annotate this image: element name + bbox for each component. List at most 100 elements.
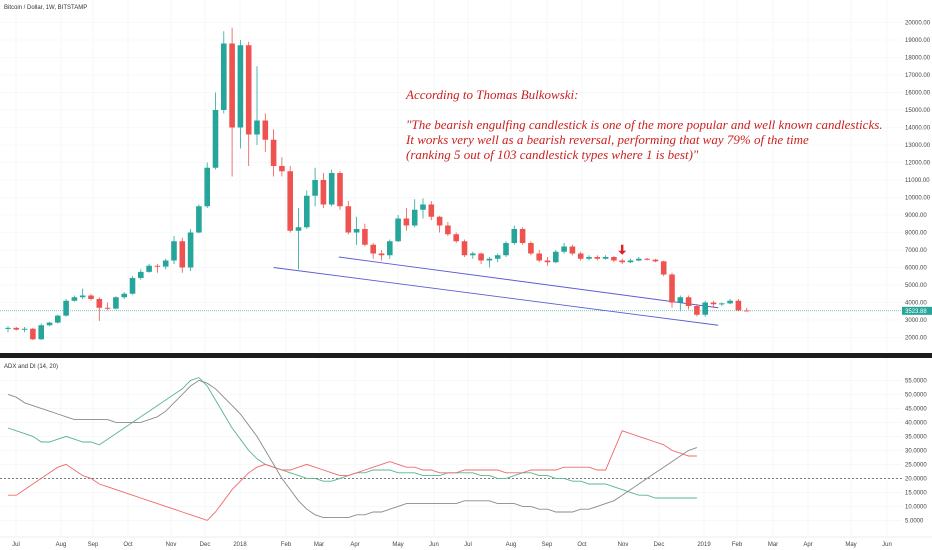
time-tick-label: May (392, 542, 403, 548)
candle-up (46, 321, 53, 327)
trendline[interactable] (338, 256, 719, 309)
price-tick-label: 9000.00 (905, 213, 927, 219)
indicator-tick-label: 15.0000 (905, 490, 927, 496)
time-tick-label: Jun (882, 542, 892, 548)
candle-down (362, 223, 368, 247)
candle-down (644, 257, 650, 261)
time-tick-label: Aug (506, 542, 517, 548)
candle-up (55, 314, 61, 324)
time-tick-label: Dec (654, 542, 665, 548)
candle-up (328, 169, 335, 207)
candle-up (727, 299, 733, 305)
candle-down (428, 201, 435, 221)
time-tick-label: Jun (429, 542, 439, 548)
candle-down (577, 251, 584, 261)
candle-up (204, 162, 210, 208)
main-pane[interactable]: Bitcoin / Dollar, 1W, BITSTAMP (0, 0, 902, 352)
candle-down (320, 173, 327, 208)
indicator-pane[interactable]: ADX and DI (14, 20) (0, 358, 902, 536)
candle-down (88, 293, 94, 301)
candle-down (710, 300, 717, 308)
candle-up (254, 66, 260, 145)
indicator-tick-label: 50.0000 (905, 392, 927, 398)
candle-up (237, 40, 244, 149)
candle-up (146, 264, 152, 273)
candle-up (121, 292, 127, 299)
time-tick-label: Feb (281, 542, 292, 548)
candle-down (154, 264, 161, 273)
time-tick-label: Oct (577, 542, 587, 548)
indicator-tick-label: 35.0000 (905, 434, 927, 440)
candle-up (295, 208, 302, 270)
candle-up (503, 241, 509, 257)
candle-down (345, 201, 352, 235)
candle-up (196, 204, 202, 234)
price-tick-label: 3000.00 (905, 318, 927, 324)
candle-down (743, 307, 750, 312)
time-tick-label: 2018 (233, 542, 247, 548)
time-tick-label: Sep (542, 542, 553, 548)
candle-up (38, 323, 44, 341)
candle-up (171, 236, 177, 264)
candle-up (470, 251, 476, 259)
candle-up (162, 258, 169, 270)
candle-up (312, 167, 318, 207)
di_plus-line (7, 377, 697, 499)
candle-up (420, 198, 426, 219)
price-tick-label: 14000.00 (905, 126, 931, 132)
last-price-tag (902, 306, 932, 315)
candle-down (245, 41, 252, 166)
candle-up (586, 255, 592, 261)
price-tick-label: 13000.00 (905, 143, 931, 149)
quote-line-4: (ranking 5 out of 103 candlestick types … (406, 147, 699, 162)
trendline[interactable] (273, 267, 719, 326)
price-tick-label: 10000.00 (905, 196, 931, 202)
candle-up (353, 216, 360, 245)
price-tick-label: 11000.00 (905, 178, 930, 184)
quote-line-2: "The bearish engulfing candlestick is on… (406, 117, 883, 132)
candle-up (63, 299, 69, 317)
time-axis-ticks: Jul Aug Sep Oct Nov Dec 2018 Feb Mar Apr May Jun Jul… (12, 542, 892, 548)
indicator-tick-label: 5.0000 (905, 518, 924, 524)
candle-up (5, 326, 11, 333)
candle-down (569, 244, 576, 256)
candle-up (553, 250, 559, 264)
time-tick-label: Nov (618, 542, 629, 548)
price-tick-label: 4000.00 (905, 301, 927, 307)
trendlines[interactable] (273, 256, 719, 326)
indicator-tick-label: 45.0000 (905, 406, 927, 412)
pane-separator[interactable] (0, 353, 932, 358)
indicator-tick-label: 25.0000 (905, 462, 927, 468)
price-tick-label: 8000.00 (905, 231, 927, 237)
candle-down (262, 113, 269, 152)
price-grid (0, 0, 902, 352)
price-axis[interactable]: 2000.00 3000.00 4000.00 5000.00 6000.00 7000.… (902, 0, 932, 352)
candle-down (685, 295, 692, 310)
candle-up (304, 190, 310, 229)
candle-up (602, 255, 609, 260)
di_minus-line (8, 430, 697, 521)
indicator-axis[interactable]: 5.0000 10.0000 15.0000 20.0000 25.0000 30.000… (902, 358, 932, 536)
time-axis[interactable]: Jul Aug Sep Oct Nov Dec 2018 Feb Mar Apr May Jun Jul… (0, 536, 932, 548)
indicator-tick-label: 10.0000 (905, 504, 927, 510)
time-tick-label: Apr (803, 542, 812, 548)
candle-down (528, 241, 534, 256)
candle-down (445, 222, 451, 236)
price-tick-label: 18000.00 (905, 56, 931, 62)
candle-down (403, 208, 410, 231)
time-tick-label: Jul (12, 542, 20, 548)
indicator-grid (0, 358, 902, 536)
price-tick-label: 19000.00 (905, 38, 931, 44)
price-tick-label: 2000.00 (905, 336, 927, 342)
candle-down (270, 129, 277, 177)
candle-up (138, 269, 144, 280)
indicator-tick-label: 40.0000 (905, 420, 927, 426)
candle-up (494, 253, 501, 263)
candle-up (21, 327, 28, 333)
candle-down (652, 258, 659, 263)
price-tick-label: 17000.00 (905, 73, 931, 79)
candle-down (30, 327, 36, 341)
time-tick-label: Mar (314, 542, 324, 548)
candle-up (387, 239, 393, 259)
